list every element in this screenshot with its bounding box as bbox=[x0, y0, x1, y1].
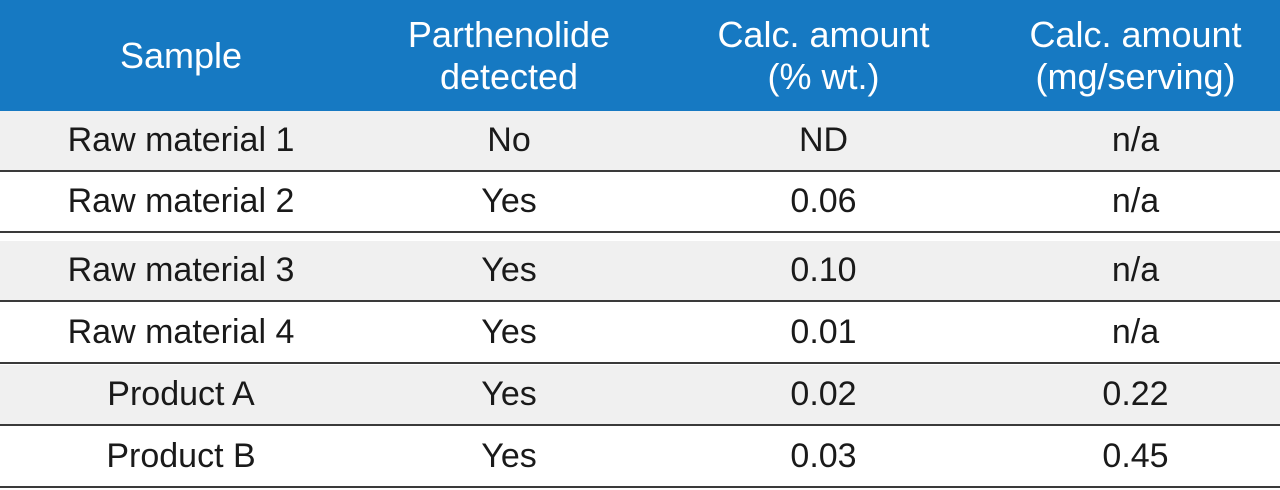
cell-detected: Yes bbox=[481, 375, 537, 413]
header-parthenolide-detected: Parthenolide detected bbox=[407, 13, 611, 97]
cell-mg: 0.22 bbox=[1102, 375, 1169, 413]
cell-sample: Product B bbox=[106, 437, 256, 475]
cell-mg: 0.45 bbox=[1102, 437, 1169, 475]
cell-mg: n/a bbox=[1111, 251, 1160, 289]
cell-percent: 0.01 bbox=[790, 313, 857, 351]
cell-percent: 0.10 bbox=[790, 251, 857, 289]
table-row: Raw material 4 Yes 0.01 n/a bbox=[0, 303, 1280, 364]
header-calc-amount-percent: Calc. amount (% wt.) bbox=[717, 13, 930, 97]
cell-percent: 0.03 bbox=[790, 437, 857, 475]
cell-percent: ND bbox=[798, 121, 849, 159]
cell-detected: Yes bbox=[481, 182, 537, 220]
header-sample: Sample bbox=[119, 34, 243, 76]
cell-sample: Raw material 3 bbox=[67, 251, 295, 289]
cell-mg: n/a bbox=[1111, 313, 1160, 351]
cell-sample: Product A bbox=[107, 375, 255, 413]
cell-detected: Yes bbox=[481, 251, 537, 289]
cell-detected: No bbox=[487, 121, 531, 159]
cell-percent: 0.06 bbox=[790, 182, 857, 220]
cell-mg: n/a bbox=[1111, 121, 1160, 159]
cell-detected: Yes bbox=[481, 313, 537, 351]
table-row: Product A Yes 0.02 0.22 bbox=[0, 365, 1280, 426]
header-calc-amount-mg: Calc. amount (mg/serving) bbox=[1029, 13, 1242, 97]
table-row: Raw material 2 Yes 0.06 n/a bbox=[0, 172, 1280, 233]
cell-percent: 0.02 bbox=[790, 375, 857, 413]
table-row: Product B Yes 0.03 0.45 bbox=[0, 427, 1280, 488]
cell-sample: Raw material 1 bbox=[67, 121, 295, 159]
cell-sample: Raw material 4 bbox=[67, 313, 295, 351]
table-header: Sample Parthenolide detected Calc. amoun… bbox=[0, 0, 1280, 111]
table-row: Raw material 1 No ND n/a bbox=[0, 111, 1280, 172]
cell-detected: Yes bbox=[481, 437, 537, 475]
cell-mg: n/a bbox=[1111, 182, 1160, 220]
cell-sample: Raw material 2 bbox=[67, 182, 295, 220]
table-row: Raw material 3 Yes 0.10 n/a bbox=[0, 241, 1280, 302]
